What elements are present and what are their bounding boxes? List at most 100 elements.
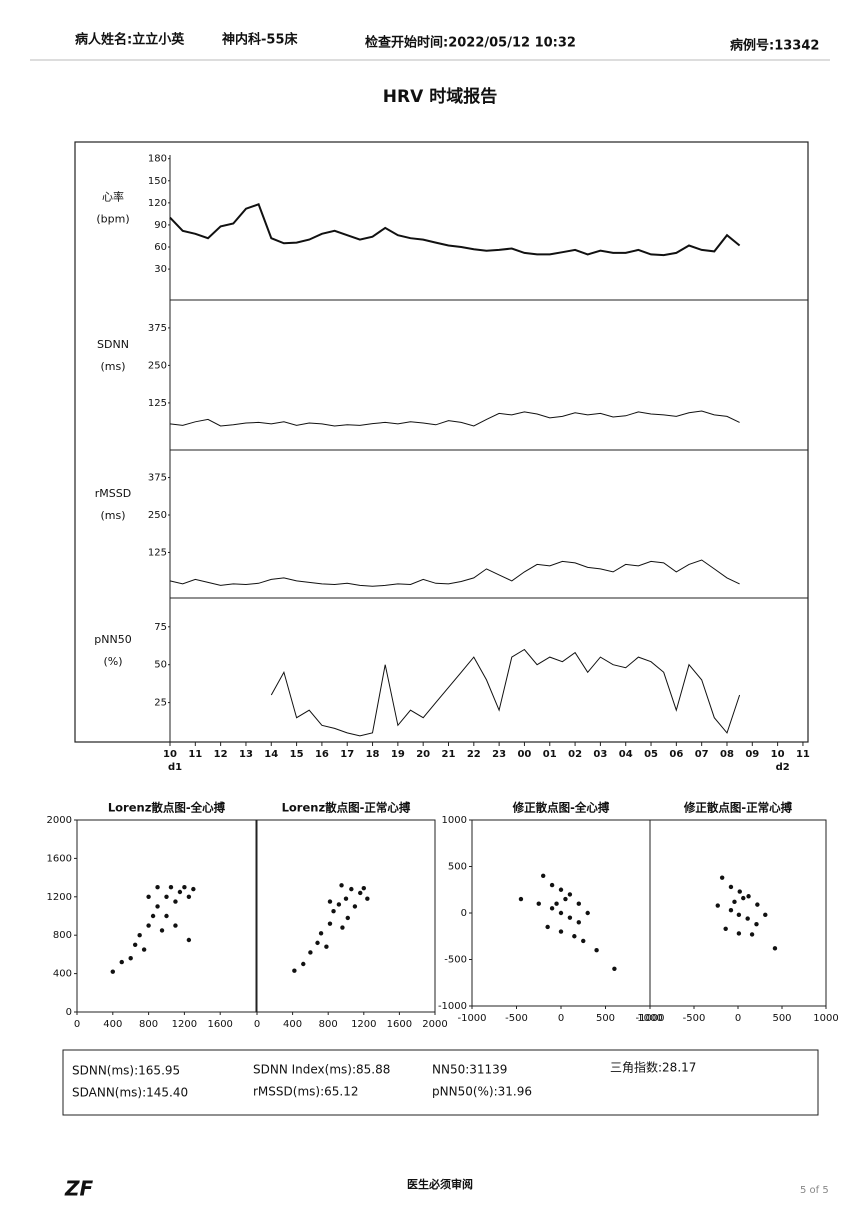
- x-tick-label: 2000: [422, 1019, 447, 1030]
- scatter-point: [576, 920, 581, 925]
- x-tick-label: 23: [492, 749, 506, 760]
- scatter-point: [581, 938, 586, 944]
- y-tick-label: 2000: [47, 815, 72, 826]
- scatter-point: [736, 912, 742, 918]
- y-tick-label: 125: [148, 547, 167, 558]
- scatter-point: [146, 894, 151, 899]
- scatter-point: [141, 947, 147, 952]
- stat: rMSSD(ms):65.12: [253, 1085, 358, 1099]
- scatter-title: Lorenz散点图-正常心搏: [282, 801, 411, 815]
- report-title: HRV 时域报告: [383, 86, 497, 107]
- scatter-point: [772, 946, 778, 951]
- scatter-frame: [76, 819, 257, 1013]
- scatter-point: [358, 890, 363, 896]
- x-tick-label: 00: [517, 749, 531, 760]
- scatter-point: [536, 901, 541, 906]
- y-tick-label: 120: [148, 198, 167, 209]
- scatter-point: [749, 932, 755, 937]
- scatter-point: [728, 884, 734, 890]
- x-tick-label: 14: [264, 749, 278, 760]
- y-tick-label: 150: [148, 176, 167, 187]
- y-tick-label: -1000: [438, 1001, 467, 1012]
- x-tick-label: -1000: [457, 1013, 486, 1024]
- x-tick-label: 17: [340, 749, 354, 760]
- scatter-point: [755, 902, 760, 907]
- x-tick-label: 1200: [172, 1019, 197, 1030]
- y-tick-label: 500: [448, 862, 467, 873]
- scatter-point: [736, 931, 742, 936]
- x-tick-label: 13: [239, 749, 253, 760]
- stat: SDNN Index(ms):85.88: [253, 1063, 390, 1077]
- scatter-point: [331, 909, 336, 914]
- y-tick-label: -500: [444, 955, 467, 966]
- panel-label: pNN50: [94, 633, 131, 646]
- x-tick-label: 500: [596, 1013, 615, 1024]
- x-tick-label: 0: [735, 1013, 741, 1024]
- scatter-point: [572, 934, 577, 939]
- y-tick-label: 400: [53, 969, 72, 980]
- panel-label: rMSSD: [95, 487, 131, 500]
- trend-line: [169, 559, 740, 587]
- stat: pNN50(%):31.96: [432, 1085, 532, 1099]
- x-tick-label: 04: [619, 749, 633, 760]
- scatter-point: [518, 896, 524, 902]
- trend-line: [169, 203, 741, 257]
- scatter-frame: [256, 819, 436, 1013]
- scatter-point: [132, 942, 138, 947]
- x-tick-label: 11: [188, 749, 202, 760]
- scatter-point: [352, 904, 358, 909]
- x-tick-label: 09: [745, 749, 759, 760]
- review-note: 医生必须审阅: [407, 1177, 473, 1191]
- scatter-point: [549, 882, 555, 888]
- x-tick-label: 800: [319, 1019, 338, 1030]
- scatter-point: [361, 885, 366, 891]
- scatter-point: [349, 886, 354, 892]
- scatter-point: [594, 948, 599, 953]
- y-tick-label: 1200: [47, 892, 72, 903]
- scatter-point: [327, 921, 333, 926]
- patient-name: 病人姓名:立立小英: [75, 32, 185, 48]
- scatter-point: [737, 889, 742, 894]
- scatter-point: [315, 940, 320, 946]
- trend-line: [169, 410, 740, 427]
- y-tick-label: 0: [461, 908, 467, 919]
- x-tick-label: -1000: [635, 1013, 664, 1024]
- scatter-point: [292, 968, 297, 973]
- scatter-point: [728, 908, 734, 913]
- y-tick-label: 180: [148, 154, 167, 165]
- stats-box: [62, 1049, 819, 1116]
- x-tick-label: 1200: [351, 1019, 376, 1030]
- scatter-point: [339, 883, 344, 888]
- scatter-point: [168, 885, 174, 890]
- x-tick-label: 02: [568, 749, 582, 760]
- scatter-point: [558, 929, 564, 934]
- scatter-point: [343, 896, 349, 901]
- scatter-point: [715, 903, 720, 908]
- scatter-point: [327, 899, 333, 904]
- panel-label: (bpm): [96, 213, 129, 226]
- scatter-point: [146, 923, 151, 928]
- x-tick-label: 10: [771, 749, 785, 760]
- scatter-point: [186, 937, 192, 943]
- y-tick-label: 250: [148, 360, 167, 371]
- scatter-point: [723, 926, 728, 932]
- scatter-point: [155, 904, 160, 909]
- x-tick-label: 21: [442, 749, 456, 760]
- y-tick-label: 50: [154, 660, 167, 671]
- scatter-point: [119, 959, 124, 965]
- scatter-point: [567, 892, 573, 897]
- scatter-point: [345, 915, 350, 921]
- x-tick-label: 500: [772, 1013, 791, 1024]
- scatter-point: [745, 916, 750, 921]
- x-tick-label: 400: [103, 1019, 122, 1030]
- x-tick-label: 15: [290, 749, 304, 760]
- scatter-point: [110, 969, 116, 974]
- x-tick-label: 22: [467, 749, 481, 760]
- logo: ZF: [64, 1177, 94, 1201]
- ward: 神内科-55床: [222, 32, 298, 48]
- x-tick-label: 06: [669, 749, 683, 760]
- scatter-point: [763, 912, 768, 918]
- scatter-title: Lorenz散点图-全心搏: [108, 801, 226, 815]
- trend-line: [270, 648, 741, 737]
- x-tick-label: 12: [214, 749, 228, 760]
